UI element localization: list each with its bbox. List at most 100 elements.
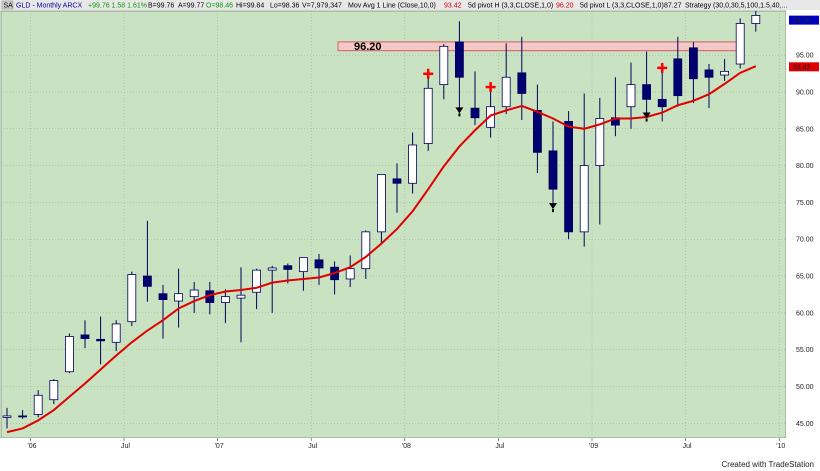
candle-2006-01 — [33, 390, 43, 418]
candle-body — [501, 76, 511, 108]
candle-body — [376, 174, 386, 233]
time-tick-label: Jul — [308, 443, 317, 450]
time-tick-label: '09 — [589, 443, 598, 450]
strategy-label: Strategy (30,0,30,5,100,1.5,40,... — [685, 3, 787, 10]
candle-body — [735, 23, 745, 65]
candle-2009-11 — [751, 11, 761, 32]
time-tick-label: Jul — [495, 443, 504, 450]
low-value: Lo=98.36 — [270, 3, 299, 10]
candle-body — [33, 394, 43, 415]
candle-2008-05 — [470, 71, 480, 126]
candle-2009-09 — [720, 58, 729, 81]
candle-2008-12 — [579, 93, 589, 247]
candle-body — [252, 269, 262, 293]
candle-body — [454, 41, 464, 78]
candle-2007-04 — [267, 265, 277, 313]
pivot-high-study-label: 5d pivot H (3,3,CLOSE,1,0) — [468, 3, 553, 10]
candle-body — [236, 294, 246, 299]
symbol-desc: GLD - Monthly ARCX — [16, 3, 82, 10]
candle-body — [392, 178, 402, 184]
candle-body — [189, 289, 199, 298]
ma-price-tag-text: 93.42 — [793, 64, 811, 71]
price-axis-labels: 45.00 50.00 55.00 60.00 65.00 70.00 75.00 80.00… — [796, 53, 814, 428]
candle-2007-10 — [361, 230, 371, 279]
ma-price-tag — [789, 62, 819, 72]
candle-body — [18, 415, 28, 418]
candle-2009-06 — [673, 36, 683, 107]
candle-2006-05 — [96, 316, 105, 365]
candle-2006-09 — [158, 284, 168, 339]
candle-2006-06 — [111, 320, 121, 352]
candle-body — [751, 15, 761, 24]
candle-body — [174, 293, 184, 302]
candle-body — [80, 334, 90, 340]
candle-body — [220, 296, 230, 303]
candle-2008-03 — [439, 44, 449, 100]
price-tick-label: 95.00 — [796, 53, 814, 60]
candle-2005-12 — [18, 410, 28, 419]
candle-body — [314, 259, 324, 269]
candle-body — [626, 84, 636, 108]
time-axis[interactable] — [1, 438, 786, 451]
time-tick-label: Jul — [683, 443, 692, 450]
candle-body — [142, 275, 152, 287]
candle-2007-01 — [220, 289, 230, 324]
candle-2009-07 — [689, 41, 698, 104]
pivot-low-study-label: 5d pivot L (3,3,CLOSE,1,0) — [580, 3, 664, 10]
price-tick-label: 85.00 — [796, 126, 814, 133]
candle-body — [127, 274, 137, 323]
pivot-low-study-value: 87.27 — [664, 3, 682, 10]
candle-body — [486, 106, 496, 128]
price-tick-label: 80.00 — [796, 163, 814, 170]
candle-2009-10 — [735, 18, 745, 69]
candle-2006-10 — [174, 268, 184, 328]
open-value: O=98.46 — [206, 3, 233, 10]
high-value: Hi=99.84 — [236, 3, 264, 10]
candle-body — [642, 84, 651, 100]
moving-average-line — [6, 65, 757, 434]
price-tick-label: 75.00 — [796, 200, 814, 207]
pivot-low-arrow — [642, 112, 651, 122]
candle-2009-01 — [595, 97, 605, 225]
time-axis-labels: '06 Jul '07 Jul '08 Jul '09 Jul '10 — [27, 438, 785, 450]
pivot-high-marker — [657, 62, 668, 73]
time-tick-label: '06 — [27, 443, 36, 450]
candle-2008-01 — [408, 132, 418, 194]
candle-body — [579, 165, 589, 233]
candle-2007-09 — [345, 255, 355, 288]
candle-2008-09 — [533, 84, 542, 173]
pivot-low-arrow — [549, 203, 557, 213]
candle-2006-02 — [49, 379, 59, 405]
candle-2006-11 — [189, 281, 199, 313]
candle-body — [439, 45, 449, 86]
price-tick-label: 90.00 — [796, 89, 814, 96]
pivot-low-arrow — [455, 107, 464, 117]
candle-body — [267, 267, 277, 271]
time-tick-label: '10 — [776, 443, 785, 450]
settings-badge[interactable] — [1, 0, 14, 10]
candlesticks — [2, 11, 761, 429]
pivot-high-study-value: 96.20 — [556, 3, 574, 10]
candle-body — [111, 323, 121, 343]
candle-body — [283, 265, 293, 270]
candle-body — [158, 293, 168, 300]
settings-badge-label: SA — [4, 3, 14, 10]
plot-area[interactable] — [0, 10, 787, 439]
candle-body — [49, 380, 59, 401]
pivot-high-marker — [423, 68, 434, 79]
candle-2006-08 — [142, 220, 152, 302]
candle-body — [533, 109, 542, 153]
price-tick-label: 55.00 — [796, 347, 814, 354]
price-tick-label: 70.00 — [796, 237, 814, 244]
pivot-high-marker — [485, 82, 496, 93]
time-tick-label: '08 — [402, 443, 411, 450]
candle-body — [470, 107, 480, 119]
ask-value: A=99.77 — [178, 3, 204, 10]
candle-2009-08 — [704, 64, 714, 109]
candle-body — [2, 415, 12, 418]
resistance-band — [337, 41, 744, 52]
price-axis[interactable] — [786, 11, 820, 438]
ma-study-value: 93.42 — [444, 3, 462, 10]
time-tick-label: '07 — [215, 443, 224, 450]
